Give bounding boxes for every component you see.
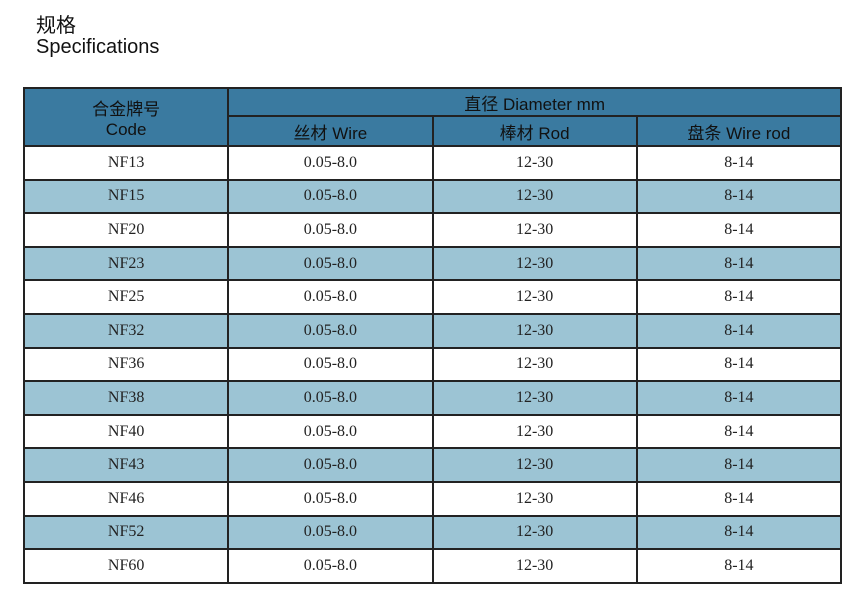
title-cn: 规格 [36,15,76,37]
wire-header: 丝材 Wire [227,115,434,147]
table-row: NF60 0.05-8.0 12-30 8-14 [22,548,843,584]
wire-rod-cell: 8-14 [635,279,843,315]
spec-table: 合金牌号 Code 直径 Diameter mm 丝材 Wire 棒材 Rod 盘… [22,87,843,584]
wire-rod-header: 盘条 Wire rod [635,115,843,147]
table-row: NF23 0.05-8.0 12-30 8-14 [22,245,843,282]
code-cell: NF46 [22,480,230,517]
rod-cell: 12-30 [431,279,638,315]
rod-cell: 12-30 [431,548,638,584]
code-cell: NF20 [22,212,230,248]
wire-rod-cell: 8-14 [635,480,843,517]
code-cell: NF13 [22,145,230,181]
diameter-header: 直径 Diameter mm [227,87,842,117]
code-header-cn: 合金牌号 [92,99,161,119]
rod-cell: 12-30 [431,245,638,282]
wire-rod-cell: 8-14 [635,245,843,282]
code-cell: NF36 [22,346,230,383]
wire-rod-cell: 8-14 [635,312,843,349]
wire-rod-cell: 8-14 [635,413,843,450]
rod-cell: 12-30 [431,312,638,349]
table-row: NF25 0.05-8.0 12-30 8-14 [22,279,843,315]
code-cell: NF52 [22,514,230,551]
rod-cell: 12-30 [431,514,638,551]
wire-cell: 0.05-8.0 [227,212,434,248]
code-cell: NF25 [22,279,230,315]
rod-cell: 12-30 [431,145,638,181]
table-row: NF13 0.05-8.0 12-30 8-14 [22,145,843,181]
wire-rod-cell: 8-14 [635,145,843,181]
code-cell: NF60 [22,548,230,584]
table-row: NF36 0.05-8.0 12-30 8-14 [22,346,843,383]
wire-cell: 0.05-8.0 [227,447,434,483]
code-cell: NF15 [22,178,230,215]
wire-cell: 0.05-8.0 [227,380,434,416]
code-cell: NF43 [22,447,230,483]
wire-rod-cell: 8-14 [635,514,843,551]
code-cell: NF40 [22,413,230,450]
table-row: NF52 0.05-8.0 12-30 8-14 [22,514,843,551]
code-cell: NF38 [22,380,230,416]
wire-rod-cell: 8-14 [635,548,843,584]
rod-cell: 12-30 [431,447,638,483]
code-header-en: Code [105,119,147,139]
wire-rod-cell: 8-14 [635,380,843,416]
wire-cell: 0.05-8.0 [227,245,434,282]
table-row: NF43 0.05-8.0 12-30 8-14 [22,447,843,483]
wire-rod-cell: 8-14 [635,212,843,248]
wire-rod-cell: 8-14 [635,346,843,383]
rod-cell: 12-30 [431,480,638,517]
wire-cell: 0.05-8.0 [227,279,434,315]
rod-cell: 12-30 [431,178,638,215]
wire-cell: 0.05-8.0 [227,413,434,450]
rod-cell: 12-30 [431,346,638,383]
wire-cell: 0.05-8.0 [227,346,434,383]
code-cell: NF23 [22,245,230,282]
rod-cell: 12-30 [431,413,638,450]
table-row: NF15 0.05-8.0 12-30 8-14 [22,178,843,215]
table-row: NF46 0.05-8.0 12-30 8-14 [22,480,843,517]
wire-rod-cell: 8-14 [635,178,843,215]
rod-header: 棒材 Rod [431,115,638,147]
table-row: NF38 0.05-8.0 12-30 8-14 [22,380,843,416]
table-row: NF20 0.05-8.0 12-30 8-14 [22,212,843,248]
table-row: NF40 0.05-8.0 12-30 8-14 [22,413,843,450]
wire-cell: 0.05-8.0 [227,480,434,517]
table-row: NF32 0.05-8.0 12-30 8-14 [22,312,843,349]
wire-cell: 0.05-8.0 [227,514,434,551]
wire-cell: 0.05-8.0 [227,548,434,584]
wire-cell: 0.05-8.0 [227,312,434,349]
rod-cell: 12-30 [431,380,638,416]
wire-cell: 0.05-8.0 [227,145,434,181]
code-header: 合金牌号 Code [22,87,230,147]
rod-cell: 12-30 [431,212,638,248]
code-cell: NF32 [22,312,230,349]
wire-cell: 0.05-8.0 [227,178,434,215]
title-en: Specifications [36,36,160,58]
wire-rod-cell: 8-14 [635,447,843,483]
